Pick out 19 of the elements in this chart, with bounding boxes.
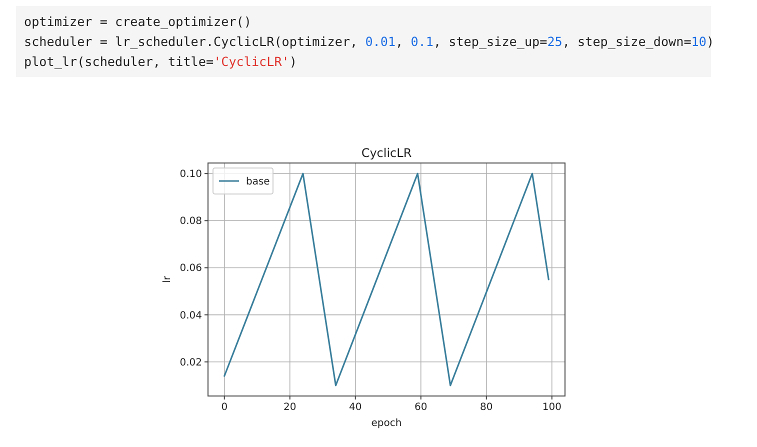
x-tick-label: 20 [284, 402, 296, 413]
line-series [224, 172, 550, 386]
y-axis-title: lr [162, 275, 173, 283]
x-tick-label: 60 [414, 402, 428, 413]
x-tick-label: 0 [221, 402, 228, 413]
legend-label: base [246, 176, 270, 188]
x-tick-label: 100 [542, 402, 562, 413]
chart-title: CyclicLR [361, 146, 412, 160]
y-tick-label: 0.04 [180, 310, 202, 322]
text: optimizer = create_optimizer() [24, 14, 252, 29]
x-tick-label: 40 [349, 402, 362, 413]
y-tick-label: 0.02 [180, 357, 202, 368]
y-tick-label: 0.10 [180, 169, 202, 180]
y-tick-label: 0.08 [180, 216, 202, 228]
x-tick-label: 80 [480, 402, 493, 413]
x-axis-title: epoch [371, 418, 402, 429]
text: plot_lr(scheduler, title='CyclicLR') [24, 54, 297, 69]
text: scheduler = lr_scheduler.CyclicLR(optimizer, 0.01, 0.1, step_size_up=25, step_size_down=10) [24, 34, 714, 49]
y-tick-label: 0.06 [180, 263, 202, 274]
